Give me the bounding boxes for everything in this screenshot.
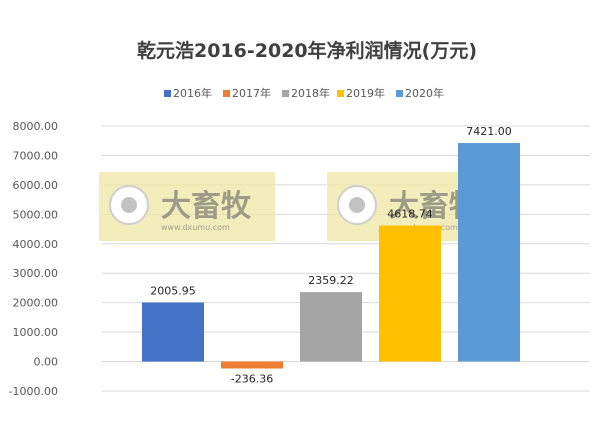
legend-label: 2017年 [232, 86, 271, 100]
legend-swatch [282, 90, 289, 97]
bar-2018年 [300, 292, 362, 362]
legend-swatch [223, 90, 230, 97]
legend-label: 2020年 [405, 86, 444, 100]
y-tick-label: 1000.00 [13, 326, 59, 339]
data-label: -236.36 [231, 373, 273, 386]
legend-label: 2018年 [291, 86, 330, 100]
data-label: 2005.95 [150, 284, 196, 297]
y-tick-label: 2000.00 [13, 297, 59, 310]
y-tick-label: 6000.00 [13, 179, 59, 192]
legend-swatch [396, 90, 403, 97]
bar-2020年 [458, 143, 520, 362]
y-tick-label: 0.00 [34, 356, 59, 369]
watermark-logo-dot-icon [121, 197, 137, 213]
data-label: 7421.00 [466, 125, 512, 138]
watermark-logo-dot-icon [349, 197, 365, 213]
watermark-brand: 大畜牧 [161, 189, 252, 224]
legend-swatch [164, 90, 171, 97]
bar-2017年 [221, 361, 283, 369]
legend-swatch [337, 90, 344, 97]
y-tick-label: 4000.00 [13, 238, 59, 251]
data-label: 2359.22 [308, 274, 354, 287]
y-tick-label: 7000.00 [13, 149, 59, 162]
y-tick-label: 3000.00 [13, 267, 59, 280]
y-tick-label: -1000.00 [9, 385, 58, 398]
y-tick-label: 5000.00 [13, 208, 59, 221]
data-label: 4618.74 [387, 208, 433, 221]
chart-title: 乾元浩2016-2020年净利润情况(万元) [136, 40, 477, 62]
y-tick-label: 8000.00 [13, 120, 59, 133]
legend-label: 2019年 [346, 86, 385, 100]
legend-label: 2016年 [173, 86, 212, 100]
bar-2019年 [379, 225, 441, 362]
bar-2016年 [142, 302, 204, 362]
watermark-url: www.dxumu.com [161, 223, 230, 232]
